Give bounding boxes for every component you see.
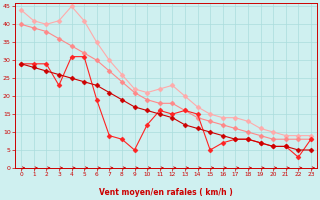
X-axis label: Vent moyen/en rafales ( km/h ): Vent moyen/en rafales ( km/h ): [99, 188, 233, 197]
